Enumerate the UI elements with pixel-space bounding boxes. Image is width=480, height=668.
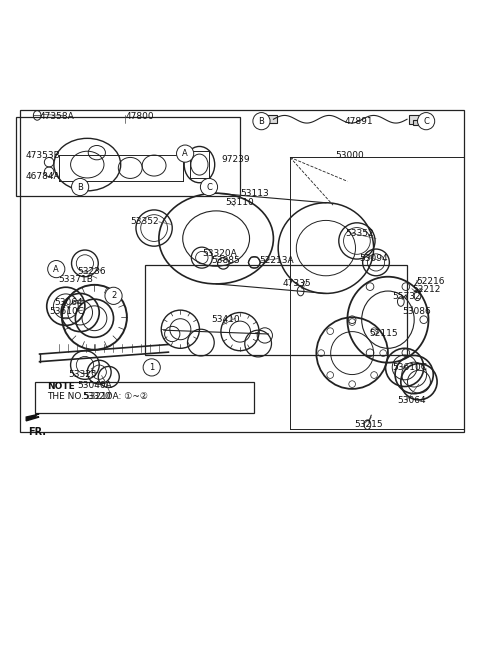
Text: 97239: 97239	[221, 156, 250, 164]
Text: 47353B: 47353B	[25, 150, 60, 160]
Circle shape	[143, 359, 160, 376]
Bar	[35, 381, 254, 413]
Text: 53236: 53236	[78, 267, 107, 277]
Bar	[409, 116, 421, 124]
Bar	[266, 116, 277, 123]
Text: 52216: 52216	[417, 277, 445, 286]
Text: 53110: 53110	[226, 198, 254, 207]
Text: NOTE: NOTE	[47, 382, 74, 391]
Text: 53113: 53113	[240, 189, 269, 198]
Text: 53610C: 53610C	[49, 307, 84, 315]
Text: C: C	[423, 117, 429, 126]
Text: 53352: 53352	[345, 229, 373, 238]
Text: 55732: 55732	[393, 293, 421, 301]
Text: 46784A: 46784A	[25, 172, 60, 181]
Text: 52212: 52212	[412, 285, 440, 294]
Text: 53325: 53325	[68, 370, 97, 379]
Text: B: B	[77, 182, 83, 192]
Bar	[16, 117, 240, 196]
Bar	[422, 116, 427, 123]
Text: 47335: 47335	[283, 279, 312, 289]
Text: 53320: 53320	[83, 391, 111, 401]
Circle shape	[177, 145, 194, 162]
Circle shape	[72, 178, 89, 196]
Text: 53610C: 53610C	[393, 363, 428, 372]
Bar	[21, 110, 464, 432]
Text: A: A	[182, 149, 188, 158]
Circle shape	[418, 113, 435, 130]
Text: 53371B: 53371B	[59, 275, 94, 284]
Text: 53000: 53000	[336, 150, 364, 160]
Circle shape	[253, 113, 270, 130]
Text: 47358A: 47358A	[39, 112, 74, 122]
Text: 53040A: 53040A	[78, 381, 112, 390]
Text: 53086: 53086	[402, 307, 431, 315]
Circle shape	[200, 178, 217, 196]
Text: 52115: 52115	[369, 329, 397, 339]
Bar	[144, 265, 407, 355]
Text: 52213A: 52213A	[259, 256, 294, 265]
Text: A: A	[53, 265, 59, 274]
Text: 53215: 53215	[355, 420, 383, 429]
Text: 53320A: 53320A	[202, 249, 237, 259]
Text: 53885: 53885	[211, 256, 240, 265]
Text: FR.: FR.	[28, 427, 46, 437]
Text: 53094: 53094	[360, 254, 388, 263]
Text: 1: 1	[149, 363, 155, 372]
Text: 47800: 47800	[125, 112, 154, 122]
Text: 47891: 47891	[345, 117, 373, 126]
Text: 53064: 53064	[54, 299, 83, 307]
Text: B: B	[259, 117, 264, 126]
Text: C: C	[206, 182, 212, 192]
Text: 2: 2	[111, 291, 116, 301]
Circle shape	[48, 261, 65, 278]
Text: 53064: 53064	[397, 396, 426, 405]
Text: 53410: 53410	[211, 315, 240, 324]
Bar	[413, 120, 418, 126]
Text: 53352: 53352	[130, 217, 159, 226]
Text: THE NO.53210A: ①~②: THE NO.53210A: ①~②	[47, 391, 148, 401]
Circle shape	[105, 287, 122, 305]
Polygon shape	[26, 414, 39, 421]
